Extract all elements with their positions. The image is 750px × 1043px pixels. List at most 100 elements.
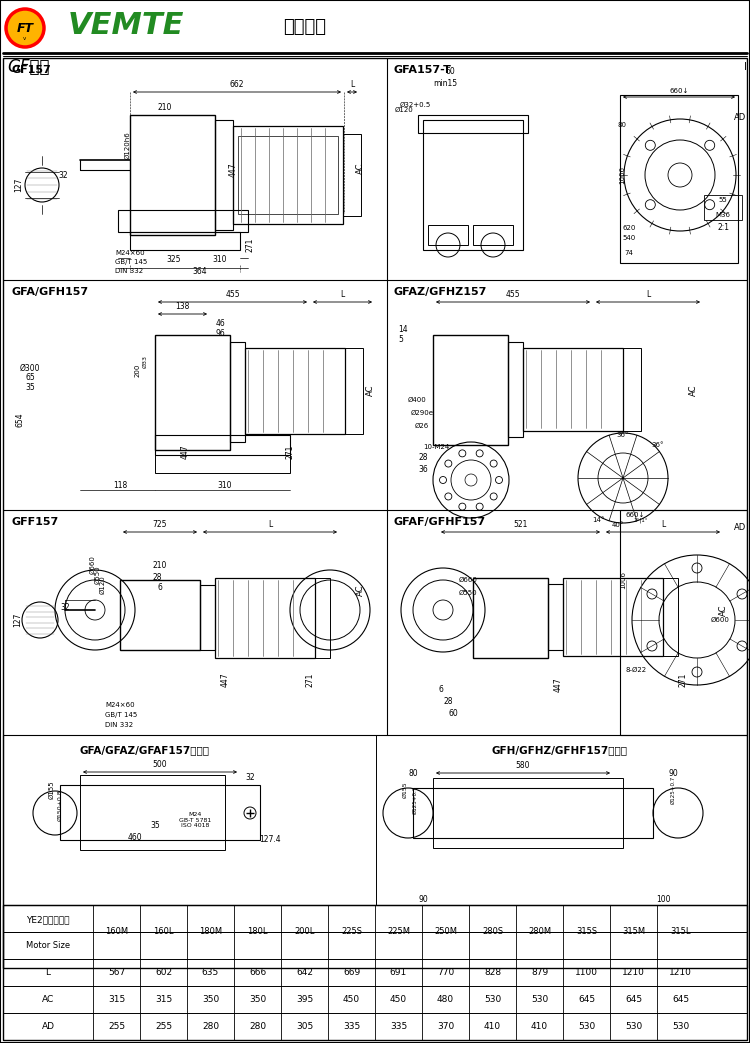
- Bar: [418, 115, 528, 134]
- Bar: [620, 510, 747, 735]
- Text: 879: 879: [531, 968, 548, 977]
- Text: GB/T 145: GB/T 145: [105, 712, 137, 718]
- Text: GFAZ/GFHZ157: GFAZ/GFHZ157: [393, 287, 486, 297]
- Text: 74: 74: [625, 250, 634, 256]
- Bar: [80, 775, 225, 850]
- Text: 447: 447: [229, 163, 238, 177]
- Text: GFH/GFHZ/GFHF157输出轴: GFH/GFHZ/GFHF157输出轴: [492, 745, 628, 755]
- Text: 567: 567: [108, 968, 125, 977]
- Bar: [315, 578, 330, 658]
- Text: Ø600: Ø600: [710, 617, 730, 623]
- Text: 36: 36: [419, 465, 428, 475]
- Text: 5: 5: [398, 336, 403, 344]
- Text: 90: 90: [668, 769, 678, 777]
- Text: 455: 455: [225, 290, 240, 299]
- Text: 32: 32: [58, 170, 68, 179]
- Text: 225S: 225S: [341, 927, 362, 937]
- Text: L: L: [46, 968, 50, 977]
- Text: 280: 280: [202, 1022, 219, 1030]
- Bar: [623, 348, 641, 431]
- Text: 180L: 180L: [248, 927, 268, 937]
- Text: Ø150+0.8: Ø150+0.8: [58, 790, 62, 821]
- Text: L: L: [340, 290, 344, 299]
- Text: Ø290e: Ø290e: [411, 410, 434, 416]
- Text: AD: AD: [734, 524, 746, 533]
- Bar: [473, 578, 548, 658]
- Text: 315: 315: [154, 995, 172, 1004]
- Text: 370: 370: [436, 1022, 454, 1030]
- Bar: [343, 134, 361, 216]
- Text: M24×60: M24×60: [105, 702, 135, 708]
- Text: 1100: 1100: [575, 968, 598, 977]
- Bar: [3, 905, 747, 1040]
- Bar: [428, 225, 468, 245]
- Text: Motor Size: Motor Size: [26, 941, 70, 950]
- Text: 1°|1°: 1°|1°: [634, 517, 648, 523]
- Bar: [215, 120, 233, 231]
- Text: AC: AC: [688, 384, 698, 395]
- Text: 55: 55: [718, 197, 728, 203]
- Text: Ø26: Ø26: [415, 423, 429, 429]
- Text: 1006: 1006: [620, 571, 626, 589]
- Text: L: L: [268, 520, 272, 529]
- Text: 160M: 160M: [105, 927, 128, 937]
- Text: 280: 280: [249, 1022, 266, 1030]
- Text: Ø660: Ø660: [458, 577, 478, 583]
- Text: Ø300: Ø300: [20, 364, 40, 372]
- Text: Ø120: Ø120: [395, 107, 414, 113]
- Text: 35: 35: [150, 821, 160, 829]
- Text: 315S: 315S: [576, 927, 597, 937]
- Bar: [245, 348, 345, 434]
- Text: GFAF/GFHF157: GFAF/GFHF157: [393, 517, 485, 527]
- Text: 210: 210: [153, 560, 167, 569]
- Text: I: I: [744, 62, 747, 72]
- Text: 310: 310: [213, 256, 227, 265]
- Text: 645: 645: [672, 995, 689, 1004]
- Text: 669: 669: [343, 968, 360, 977]
- Text: Ø550: Ø550: [95, 565, 101, 584]
- Bar: [155, 435, 290, 455]
- Text: Ø155: Ø155: [403, 781, 407, 798]
- Bar: [704, 195, 742, 220]
- Text: 662: 662: [230, 80, 244, 89]
- Bar: [118, 210, 248, 232]
- Text: 410: 410: [531, 1022, 548, 1030]
- Text: 6: 6: [158, 583, 163, 592]
- Text: 271: 271: [305, 673, 314, 687]
- Text: 1006: 1006: [619, 166, 625, 184]
- Text: L: L: [350, 80, 354, 89]
- Text: AD: AD: [734, 114, 746, 122]
- Bar: [473, 225, 513, 245]
- Text: 395: 395: [296, 995, 314, 1004]
- Text: 530: 530: [625, 1022, 642, 1030]
- Text: 447: 447: [554, 678, 562, 693]
- Text: 32: 32: [60, 604, 70, 612]
- Text: AC: AC: [718, 604, 728, 615]
- Text: 455: 455: [506, 290, 520, 299]
- Text: YE2电机机座号: YE2电机机座号: [26, 916, 70, 924]
- Text: 602: 602: [155, 968, 172, 977]
- Text: AC: AC: [365, 384, 374, 395]
- Text: 250M: 250M: [434, 927, 457, 937]
- Text: 645: 645: [578, 995, 595, 1004]
- Text: 2:1: 2:1: [717, 223, 729, 233]
- Bar: [433, 778, 623, 848]
- Text: 770: 770: [436, 968, 454, 977]
- Text: AD: AD: [41, 1022, 55, 1030]
- Bar: [620, 95, 738, 263]
- Text: 335: 335: [390, 1022, 407, 1030]
- Text: 654: 654: [16, 413, 25, 428]
- Text: Ø32+0.5: Ø32+0.5: [399, 102, 430, 108]
- Text: M24
GB-T 5781
ISO 4018: M24 GB-T 5781 ISO 4018: [178, 811, 212, 828]
- Text: Ø400: Ø400: [408, 397, 427, 403]
- Bar: [155, 455, 290, 472]
- Text: 28: 28: [443, 698, 453, 706]
- Text: 46: 46: [215, 319, 225, 329]
- Text: 210: 210: [158, 102, 172, 112]
- Bar: [3, 735, 747, 905]
- Text: 1210: 1210: [669, 968, 692, 977]
- Text: v: v: [22, 35, 26, 41]
- Text: 118: 118: [112, 481, 127, 489]
- Text: 1210: 1210: [622, 968, 645, 977]
- Bar: [548, 584, 563, 650]
